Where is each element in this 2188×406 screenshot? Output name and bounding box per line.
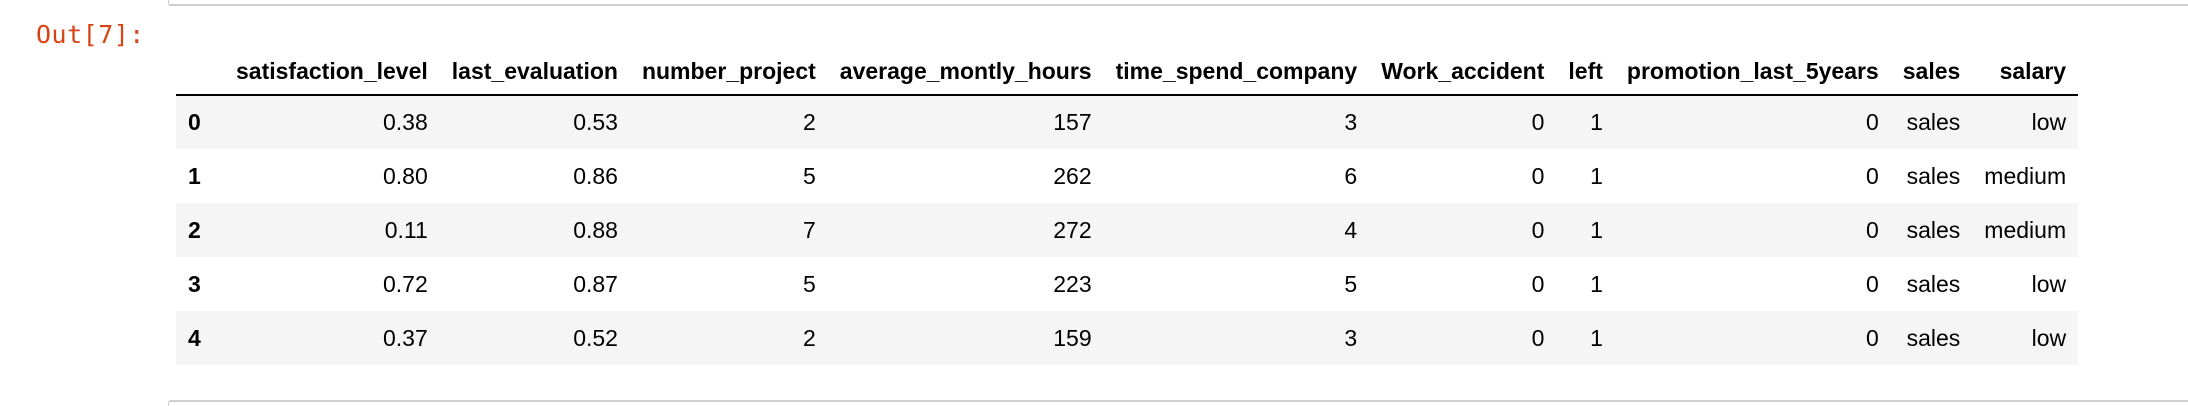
cell-time-spend-company: 3 [1344, 109, 1358, 135]
row-index: 2 [188, 216, 201, 243]
table-row: 1 0.80 0.86 5 262 6 0 1 0 sales medium [176, 149, 2078, 203]
table-row: 3 0.72 0.87 5 223 5 0 1 0 sales low [176, 257, 2078, 311]
column-header-salary: salary [1972, 48, 2079, 96]
cell-left: 1 [1590, 109, 1603, 135]
cell-salary: low [2031, 270, 2067, 297]
column-header-work-accident: Work_accident [1369, 48, 1557, 96]
cell-number-project: 5 [802, 162, 816, 189]
cell-salary: low [2031, 324, 2067, 351]
cell-left: 1 [1590, 324, 1603, 351]
column-header-promotion-last-5years: promotion_last_5years [1614, 48, 1891, 96]
header-row: satisfaction_level last_evaluation numbe… [176, 48, 2079, 96]
row-index: 4 [188, 324, 201, 351]
cell-work-accident: 0 [1531, 109, 1545, 135]
cell-promotion-last-5years: 0 [1865, 270, 1879, 297]
dataframe-table: satisfaction_level last_evaluation numbe… [176, 48, 2079, 365]
cell-last-evaluation: 0.53 [573, 109, 618, 135]
cell-salary: medium [1984, 162, 2067, 189]
table-row: 2 0.11 0.88 7 272 4 0 1 0 sales medium [176, 203, 2079, 257]
cell-satisfaction-level: 0.11 [384, 216, 428, 243]
cell-last-evaluation: 0.86 [573, 162, 618, 189]
cell-sales: sales [1906, 270, 1961, 297]
cell-average-montly-hours: 223 [1053, 270, 1092, 297]
cell-left: 1 [1590, 162, 1603, 189]
column-header-time-spend-company: time_spend_company [1103, 48, 1370, 96]
cell-work-accident: 0 [1531, 324, 1545, 351]
cell-number-project: 5 [802, 270, 816, 297]
column-header-last-evaluation: last_evaluation [439, 48, 630, 96]
cell-last-evaluation: 0.88 [573, 216, 618, 243]
cell-sales: sales [1906, 162, 1961, 189]
cell-time-spend-company: 4 [1344, 216, 1358, 243]
cell-sales: sales [1906, 216, 1961, 243]
cell-left: 1 [1590, 216, 1603, 243]
cell-work-accident: 0 [1531, 216, 1545, 243]
cell-time-spend-company: 6 [1344, 162, 1358, 189]
cell-number-project: 2 [802, 324, 816, 351]
cell-left: 1 [1590, 270, 1603, 297]
cell-average-montly-hours: 159 [1053, 324, 1092, 351]
cell-sales: sales [1906, 324, 1961, 351]
table-row: 0 0.38 0.53 2 157 3 0 1 0 sales low [176, 95, 2079, 149]
cell-satisfaction-level: 0.38 [383, 109, 428, 135]
column-header-number-project: number_project [629, 48, 828, 96]
cell-salary: low [2031, 109, 2067, 135]
next-cell-border [168, 400, 2188, 406]
table-row: 4 0.37 0.52 2 159 3 0 1 0 sales low [176, 311, 2079, 365]
cell-time-spend-company: 3 [1344, 324, 1358, 351]
cell-satisfaction-level: 0.37 [383, 324, 428, 351]
row-index: 0 [188, 109, 201, 135]
cell-number-project: 2 [802, 109, 816, 135]
column-header-sales: sales [1890, 48, 1973, 96]
row-index: 1 [188, 162, 201, 189]
row-index: 3 [188, 270, 201, 297]
cell-last-evaluation: 0.87 [573, 270, 618, 297]
cell-work-accident: 0 [1531, 270, 1545, 297]
cell-promotion-last-5years: 0 [1865, 324, 1879, 351]
cell-average-montly-hours: 262 [1053, 162, 1092, 189]
cell-satisfaction-level: 0.72 [383, 270, 428, 297]
cell-average-montly-hours: 272 [1053, 216, 1092, 243]
column-header-average-montly-hours: average_montly_hours [827, 48, 1104, 96]
cell-average-montly-hours: 157 [1053, 109, 1092, 135]
cell-satisfaction-level: 0.80 [383, 162, 428, 189]
output-prompt: Out[7]: [36, 20, 145, 49]
cell-last-evaluation: 0.52 [573, 324, 618, 351]
cell-salary: medium [1984, 216, 2067, 243]
cell-sales: sales [1906, 109, 1961, 135]
column-header-index [176, 48, 224, 96]
cell-promotion-last-5years: 0 [1865, 109, 1879, 135]
cell-promotion-last-5years: 0 [1865, 216, 1879, 243]
cell-work-accident: 0 [1531, 162, 1545, 189]
cell-promotion-last-5years: 0 [1865, 162, 1879, 189]
cell-number-project: 7 [802, 216, 816, 243]
previous-cell-border [168, 0, 2188, 6]
column-header-left: left [1556, 48, 1615, 96]
cell-time-spend-company: 5 [1344, 270, 1358, 297]
column-header-satisfaction-level: satisfaction_level [224, 48, 440, 96]
